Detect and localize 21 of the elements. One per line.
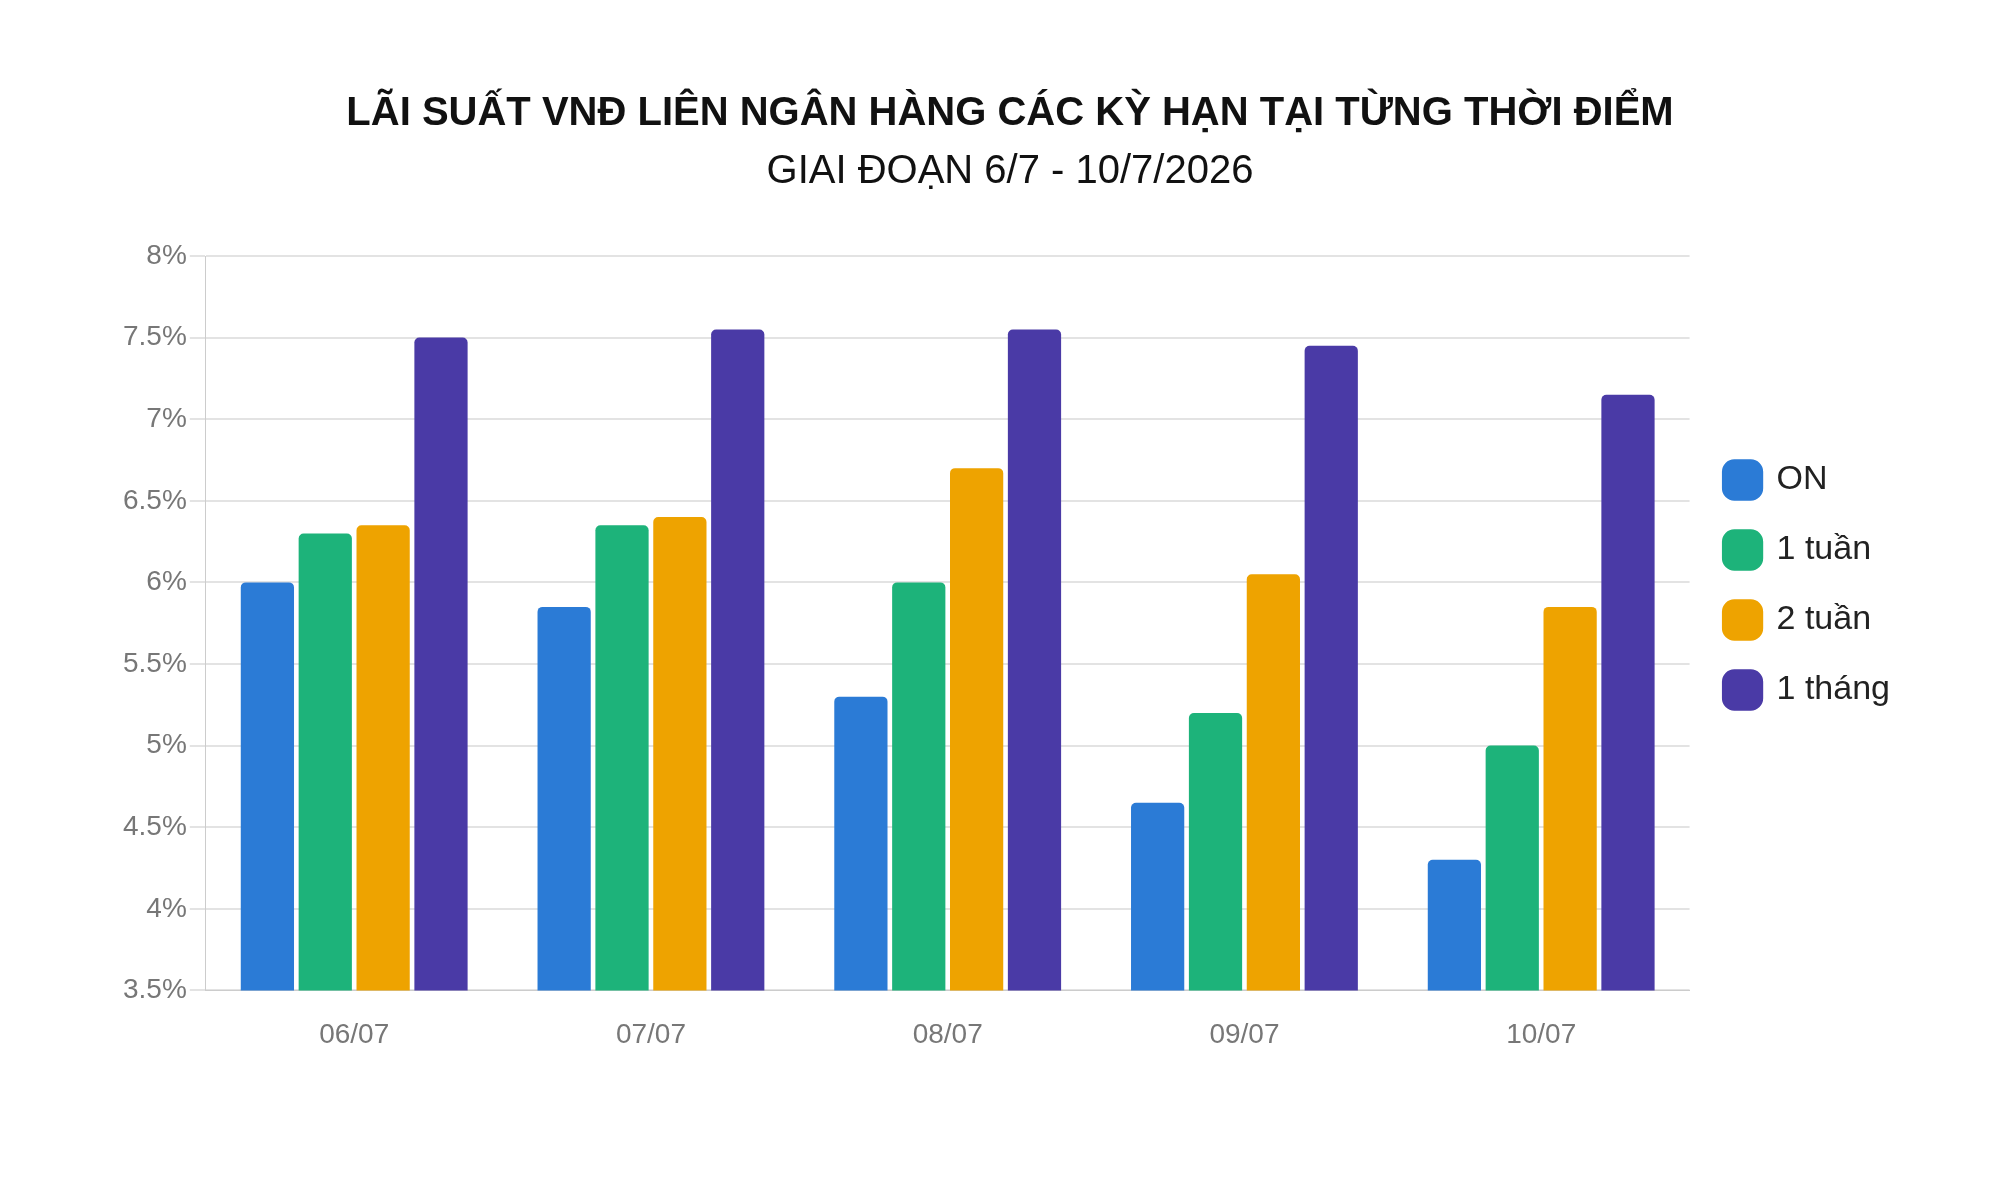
y-tick-label: 4% xyxy=(146,891,187,923)
legend-label: 2 tuần xyxy=(1776,598,1872,637)
y-tick-label: 5% xyxy=(146,728,187,760)
y-tick-label: 5.5% xyxy=(122,646,187,678)
y-tick-label: 7.5% xyxy=(122,320,187,352)
y-tick-label: 7% xyxy=(146,401,187,433)
y-tick-label: 6% xyxy=(146,565,187,597)
y-tick-label: 4.5% xyxy=(122,809,187,841)
chart-title: LÃI SUẤT VNĐ LIÊN NGÂN HÀNG CÁC KỲ HẠN TẠI TỪNG THỜI ĐIỂM xyxy=(346,87,1674,134)
legend-label: 1 tuần xyxy=(1776,528,1872,567)
x-tick-label: 06/07 xyxy=(319,1017,390,1049)
x-tick-label: 10/07 xyxy=(1506,1017,1577,1049)
chart-subtitle: GIAI ĐOẠN 6/7 - 10/7/2026 xyxy=(766,147,1254,192)
x-tick-label: 07/07 xyxy=(615,1017,686,1049)
x-tick-label: 08/07 xyxy=(912,1017,983,1049)
x-tick-label: 09/07 xyxy=(1209,1017,1280,1049)
y-tick-label: 8% xyxy=(146,238,187,270)
legend-label: ON xyxy=(1776,458,1828,497)
y-tick-label: 3.5% xyxy=(122,973,187,1005)
y-tick-label: 6.5% xyxy=(122,483,187,515)
legend-label: 1 tháng xyxy=(1776,668,1891,707)
